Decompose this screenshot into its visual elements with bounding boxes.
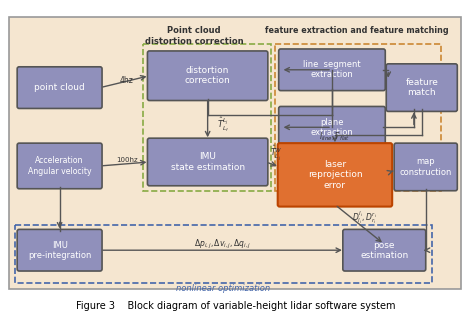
Bar: [15, 226, 432, 283]
Text: Figure 3    Block diagram of variable-height lidar software system: Figure 3 Block diagram of variable-heigh…: [75, 301, 395, 311]
Text: laser
reprojection
error: laser reprojection error: [308, 160, 362, 190]
FancyBboxPatch shape: [343, 229, 426, 271]
FancyBboxPatch shape: [279, 107, 385, 148]
Text: pose
estimation: pose estimation: [360, 241, 409, 260]
Text: $\hat{T}_{L_j}^{W}$: $\hat{T}_{L_j}^{W}$: [270, 144, 283, 163]
Text: IMU
state estimation: IMU state estimation: [171, 152, 245, 172]
FancyBboxPatch shape: [17, 229, 102, 271]
Text: IMU
pre-integration: IMU pre-integration: [28, 241, 91, 260]
Text: feature extraction and feature matching: feature extraction and feature matching: [265, 26, 448, 35]
Text: 4hz: 4hz: [120, 76, 134, 85]
FancyBboxPatch shape: [394, 143, 457, 191]
Text: distortion
correction: distortion correction: [185, 66, 230, 85]
Text: plane
extraction: plane extraction: [310, 118, 353, 137]
Text: $l_{line}, \Gamma_{flat}$: $l_{line}, \Gamma_{flat}$: [319, 131, 350, 143]
FancyBboxPatch shape: [17, 143, 102, 189]
Text: feature
match: feature match: [405, 78, 438, 97]
Text: point cloud: point cloud: [34, 83, 85, 92]
Bar: [275, 44, 440, 191]
FancyBboxPatch shape: [17, 67, 102, 108]
Text: 100hz: 100hz: [116, 157, 137, 163]
FancyBboxPatch shape: [279, 49, 385, 91]
FancyBboxPatch shape: [386, 64, 457, 111]
Text: map
construction: map construction: [400, 157, 452, 177]
Text: $D_{l_i}^{l_i}, D_{r_i}^{r_i}$: $D_{l_i}^{l_i}, D_{r_i}^{r_i}$: [352, 209, 377, 226]
Bar: [9, 17, 461, 289]
Text: $\Delta p_{i,j}, \Delta v_{i,j}, \Delta q_{i,j}$: $\Delta p_{i,j}, \Delta v_{i,j}, \Delta …: [194, 238, 251, 251]
Text: Acceleration
Angular velocity: Acceleration Angular velocity: [28, 156, 91, 176]
FancyBboxPatch shape: [147, 51, 268, 100]
FancyBboxPatch shape: [278, 143, 392, 207]
Text: line  segment
extraction: line segment extraction: [303, 60, 361, 79]
Text: Point cloud
distortion correction: Point cloud distortion correction: [145, 26, 243, 46]
FancyBboxPatch shape: [147, 138, 268, 186]
Text: $\hat{T}_{L_{f}}^{L_j}$: $\hat{T}_{L_{f}}^{L_j}$: [217, 116, 229, 134]
Bar: [143, 44, 271, 191]
Text: nonlinear optimization: nonlinear optimization: [176, 284, 271, 293]
